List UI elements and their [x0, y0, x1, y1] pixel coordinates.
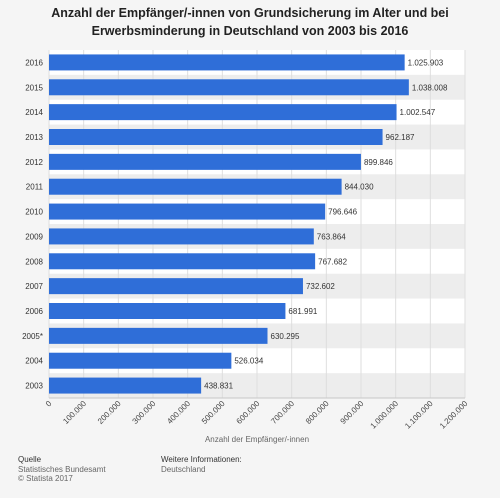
x-tick-label: 800.000 — [304, 399, 331, 426]
x-tick-label: 200.000 — [96, 399, 123, 426]
category-label: 2010 — [25, 208, 43, 217]
x-axis-title: Anzahl der Empfänger/-innen — [205, 435, 309, 444]
category-label: 2007 — [25, 282, 43, 291]
category-label: 2006 — [25, 307, 43, 316]
category-label: 2009 — [25, 232, 43, 241]
data-label: 763.864 — [317, 232, 346, 241]
bar — [49, 178, 342, 195]
bar — [49, 303, 286, 319]
category-label: 2014 — [25, 108, 43, 117]
bar — [49, 104, 397, 121]
chart-title: Anzahl der Empfänger/-innen von Grundsic… — [51, 6, 449, 38]
data-label: 526.034 — [234, 357, 263, 366]
data-label: 681.991 — [288, 307, 317, 316]
data-label: 899.846 — [364, 158, 393, 167]
bar — [49, 153, 361, 170]
bar — [49, 377, 202, 394]
data-label: 844.030 — [345, 183, 374, 192]
source-line-1: Statistisches Bundesamt — [18, 464, 106, 474]
category-label: 2003 — [25, 382, 43, 391]
bar — [49, 203, 326, 220]
data-label: 796.646 — [328, 208, 357, 217]
category-label: 2008 — [25, 257, 43, 266]
data-label: 1.025.903 — [408, 58, 444, 67]
x-tick-label: 600.000 — [235, 399, 262, 426]
data-label: 1.038.008 — [412, 83, 448, 92]
x-tick-label: 1.200.000 — [438, 399, 470, 431]
data-label: 767.682 — [318, 257, 347, 266]
x-tick-label: 700.000 — [269, 399, 296, 426]
bar — [49, 253, 316, 270]
data-label: 630.295 — [271, 332, 300, 341]
x-tick-label: 400.000 — [165, 399, 192, 426]
source-block: Quelle Statistisches Bundesamt © Statist… — [18, 455, 106, 484]
data-label: 962.187 — [386, 133, 415, 142]
info-block: Weitere Informationen: Deutschland — [161, 455, 242, 474]
x-tick-label: 0 — [44, 399, 54, 409]
category-label: 2016 — [25, 58, 43, 67]
x-tick-label: 1.000.000 — [369, 399, 401, 431]
info-heading: Weitere Informationen: — [161, 455, 242, 464]
data-label: 732.602 — [306, 282, 335, 291]
data-label: 1.002.547 — [400, 108, 436, 117]
bar — [49, 54, 405, 71]
bar — [49, 129, 383, 145]
x-tick-label: 300.000 — [131, 399, 158, 426]
category-label: 2011 — [26, 183, 44, 192]
info-line-1: Deutschland — [161, 464, 206, 474]
bar — [49, 327, 268, 344]
x-tick-label: 500.000 — [200, 399, 227, 426]
category-label: 2004 — [25, 357, 43, 366]
bar — [49, 278, 303, 295]
x-tick-label: 100.000 — [61, 399, 88, 426]
x-tick-label: 1.100.000 — [403, 399, 435, 431]
bar — [49, 79, 409, 96]
bar — [49, 228, 314, 245]
data-label: 438.831 — [204, 382, 233, 391]
source-line-2: © Statista 2017 — [18, 474, 73, 483]
x-tick-label: 900.000 — [339, 399, 366, 426]
category-label: 2005* — [22, 332, 43, 341]
category-label: 2015 — [25, 83, 43, 92]
category-label: 2013 — [25, 133, 43, 142]
bar — [49, 352, 232, 369]
category-label: 2012 — [25, 158, 43, 167]
source-heading: Quelle — [18, 455, 42, 464]
